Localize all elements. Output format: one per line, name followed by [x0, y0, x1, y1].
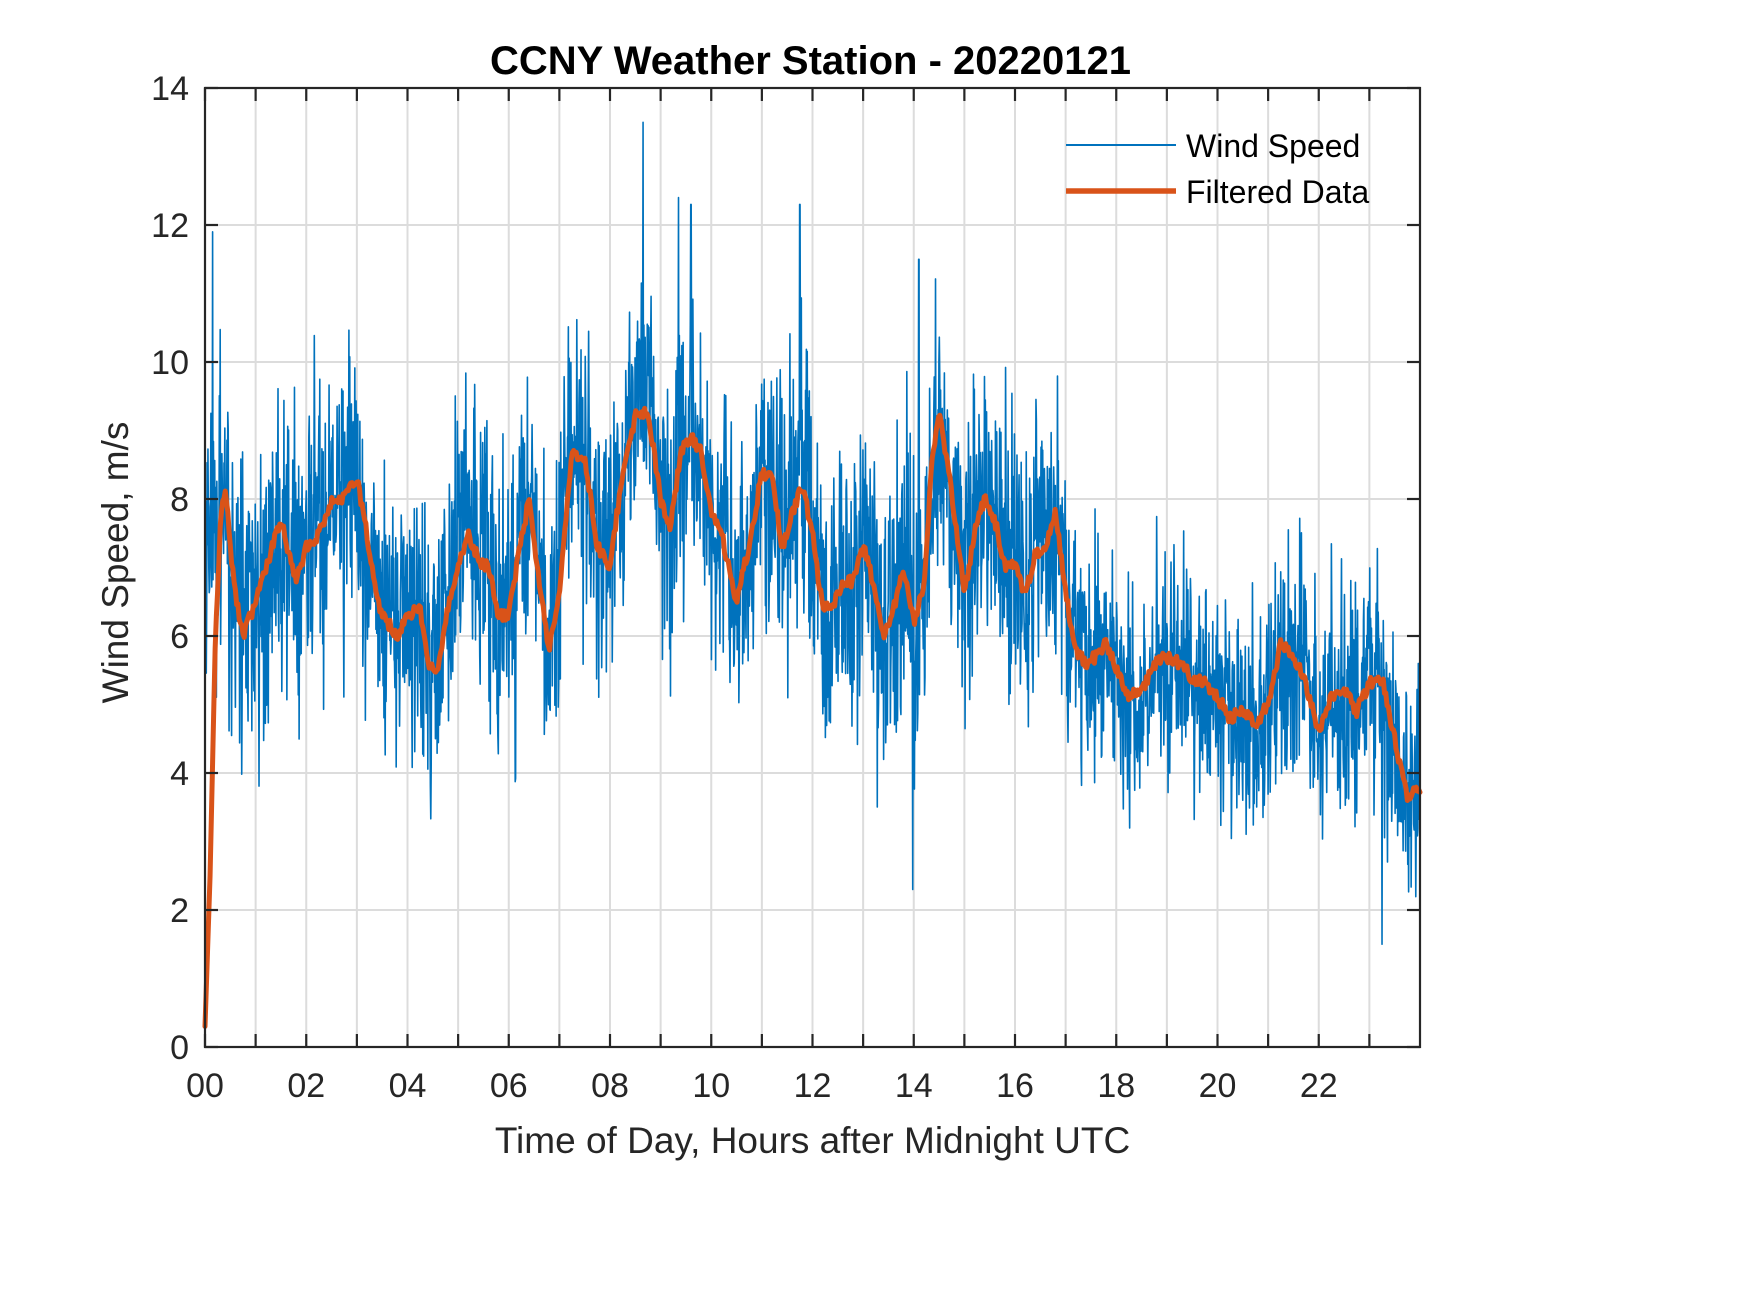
- y-tick-label: 0: [170, 1029, 189, 1067]
- y-tick-label: 2: [170, 892, 189, 930]
- x-tick-label: 18: [1097, 1067, 1135, 1105]
- legend-label-filtered-data: Filtered Data: [1186, 174, 1369, 210]
- y-axis-label: Wind Speed, m/s: [95, 422, 136, 704]
- y-tick-label: 14: [151, 70, 189, 108]
- filtered-data-series: [202, 405, 1423, 1029]
- series-layer: [202, 121, 1423, 1029]
- x-tick-label: 06: [490, 1067, 528, 1105]
- x-tick-label: 10: [692, 1067, 730, 1105]
- x-tick-label: 12: [794, 1067, 832, 1105]
- wind-speed-series: [204, 121, 1421, 946]
- x-tick-label: 14: [895, 1067, 933, 1105]
- legend: Wind Speed Filtered Data: [1066, 128, 1369, 210]
- x-tick-label: 22: [1300, 1067, 1338, 1105]
- x-axis-label: Time of Day, Hours after Midnight UTC: [495, 1120, 1130, 1161]
- chart-title: CCNY Weather Station - 20220121: [490, 39, 1131, 83]
- x-tick-label: 08: [591, 1067, 629, 1105]
- x-tick-label: 16: [996, 1067, 1034, 1105]
- x-tick-label: 04: [389, 1067, 427, 1105]
- y-tick-label: 10: [151, 344, 189, 382]
- y-tick-label: 6: [170, 618, 189, 656]
- y-tick-label: 4: [170, 755, 189, 793]
- x-tick-label: 02: [287, 1067, 325, 1105]
- x-tick-label: 00: [186, 1067, 224, 1105]
- ticks: [203, 86, 1420, 1049]
- y-tick-label: 12: [151, 207, 189, 245]
- x-tick-label: 20: [1199, 1067, 1237, 1105]
- y-tick-label: 8: [170, 481, 189, 519]
- legend-label-wind-speed: Wind Speed: [1186, 128, 1360, 164]
